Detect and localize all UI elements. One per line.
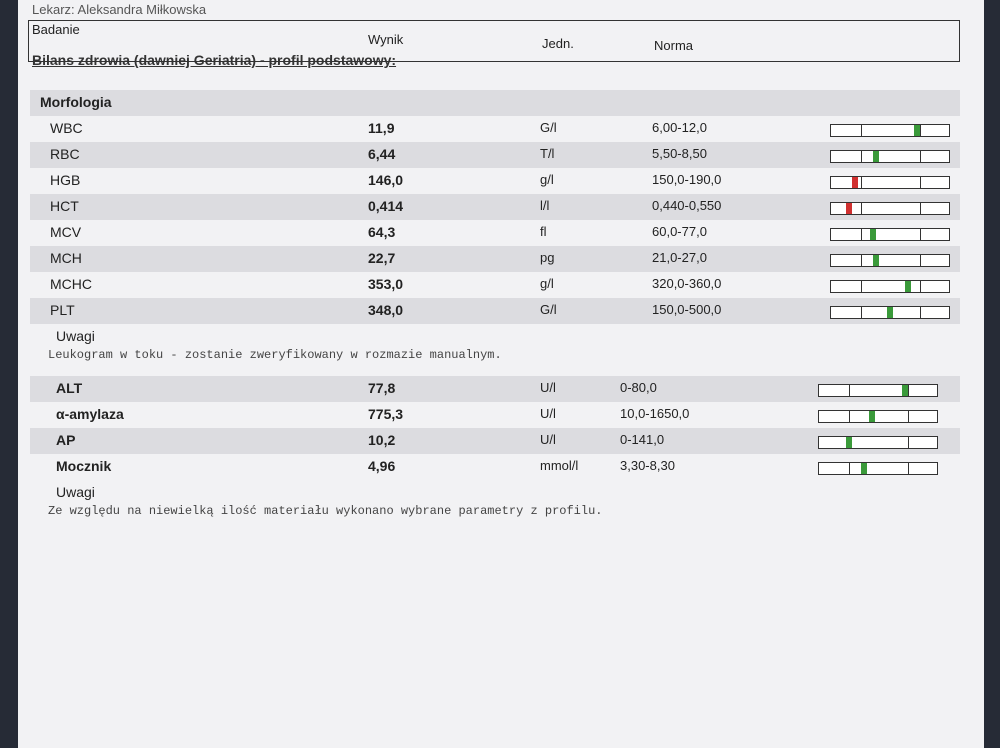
norm: 10,0-1650,0 bbox=[620, 406, 690, 421]
result: 10,2 bbox=[368, 432, 396, 448]
unit: g/l bbox=[540, 276, 554, 291]
range-indicator bbox=[830, 202, 950, 215]
row-band bbox=[30, 376, 960, 402]
norm: 21,0-27,0 bbox=[652, 250, 707, 265]
note: Leukogram w toku - zostanie zweryfikowan… bbox=[48, 348, 502, 362]
test-name: HGB bbox=[50, 172, 81, 188]
header-test: Badanie bbox=[32, 22, 80, 37]
group-title: Morfologia bbox=[40, 94, 112, 110]
norm: 0,440-0,550 bbox=[652, 198, 722, 213]
range-indicator bbox=[830, 124, 950, 137]
range-indicator bbox=[818, 462, 938, 475]
test-name: Mocznik bbox=[56, 458, 112, 474]
unit: g/l bbox=[540, 172, 554, 187]
range-indicator bbox=[830, 280, 950, 293]
result: 4,96 bbox=[368, 458, 396, 474]
unit: G/l bbox=[540, 302, 557, 317]
range-indicator bbox=[818, 410, 938, 423]
notes-label: Uwagi bbox=[56, 328, 95, 344]
range-indicator bbox=[830, 306, 950, 319]
norm: 0-141,0 bbox=[620, 432, 665, 447]
row-band bbox=[30, 142, 960, 168]
result: 0,414 bbox=[368, 198, 404, 214]
result: 11,9 bbox=[368, 120, 395, 136]
range-indicator bbox=[830, 150, 950, 163]
range-indicator bbox=[830, 254, 950, 267]
row-band bbox=[30, 298, 960, 324]
test-name: RBC bbox=[50, 146, 80, 162]
note: Ze względu na niewielką ilość materiału … bbox=[48, 504, 603, 518]
unit: U/l bbox=[540, 406, 556, 421]
unit: fl bbox=[540, 224, 547, 239]
result: 775,3 bbox=[368, 406, 404, 422]
result: 22,7 bbox=[368, 250, 396, 266]
range-indicator bbox=[818, 384, 938, 397]
test-name: WBC bbox=[50, 120, 83, 136]
unit: U/l bbox=[540, 432, 556, 447]
norm: 150,0-190,0 bbox=[652, 172, 722, 187]
test-name: HCT bbox=[50, 198, 79, 214]
norm: 6,00-12,0 bbox=[652, 120, 707, 135]
norm: 150,0-500,0 bbox=[652, 302, 722, 317]
result: 64,3 bbox=[368, 224, 396, 240]
unit: G/l bbox=[540, 120, 557, 135]
unit: pg bbox=[540, 250, 555, 265]
result: 77,8 bbox=[368, 380, 396, 396]
unit: U/l bbox=[540, 380, 556, 395]
row-band bbox=[30, 246, 960, 272]
row-band bbox=[30, 428, 960, 454]
unit: mmol/l bbox=[540, 458, 579, 473]
test-name: MCV bbox=[50, 224, 82, 240]
test-name: PLT bbox=[50, 302, 75, 318]
doctor: Lekarz: Aleksandra Miłkowska bbox=[32, 2, 207, 17]
range-indicator bbox=[818, 436, 938, 449]
row-band bbox=[30, 194, 960, 220]
norm: 3,30-8,30 bbox=[620, 458, 675, 473]
header-result: Wynik bbox=[368, 32, 404, 47]
notes-label: Uwagi bbox=[56, 484, 95, 500]
norm: 60,0-77,0 bbox=[652, 224, 707, 239]
unit: l/l bbox=[540, 198, 550, 213]
result: 146,0 bbox=[368, 172, 404, 188]
norm: 0-80,0 bbox=[620, 380, 657, 395]
header-box bbox=[28, 20, 960, 62]
range-indicator bbox=[830, 228, 950, 241]
test-name: MCH bbox=[50, 250, 82, 266]
test-name: AP bbox=[56, 432, 76, 448]
result: 348,0 bbox=[368, 302, 404, 318]
header-norm: Norma bbox=[654, 38, 694, 53]
norm: 320,0-360,0 bbox=[652, 276, 722, 291]
header-unit: Jedn. bbox=[542, 36, 574, 51]
range-indicator bbox=[830, 176, 950, 189]
unit: T/l bbox=[540, 146, 555, 161]
test-name: MCHC bbox=[50, 276, 92, 292]
result: 6,44 bbox=[368, 146, 396, 162]
test-name: ALT bbox=[56, 380, 83, 396]
group-band bbox=[30, 90, 960, 116]
result: 353,0 bbox=[368, 276, 404, 292]
paper: Lekarz: Aleksandra Miłkowska Badanie Wyn… bbox=[18, 0, 984, 748]
test-name: α-amylaza bbox=[56, 406, 124, 422]
norm: 5,50-8,50 bbox=[652, 146, 707, 161]
profile-title: Bilans zdrowia (dawniej Geriatria) - pro… bbox=[32, 52, 397, 68]
